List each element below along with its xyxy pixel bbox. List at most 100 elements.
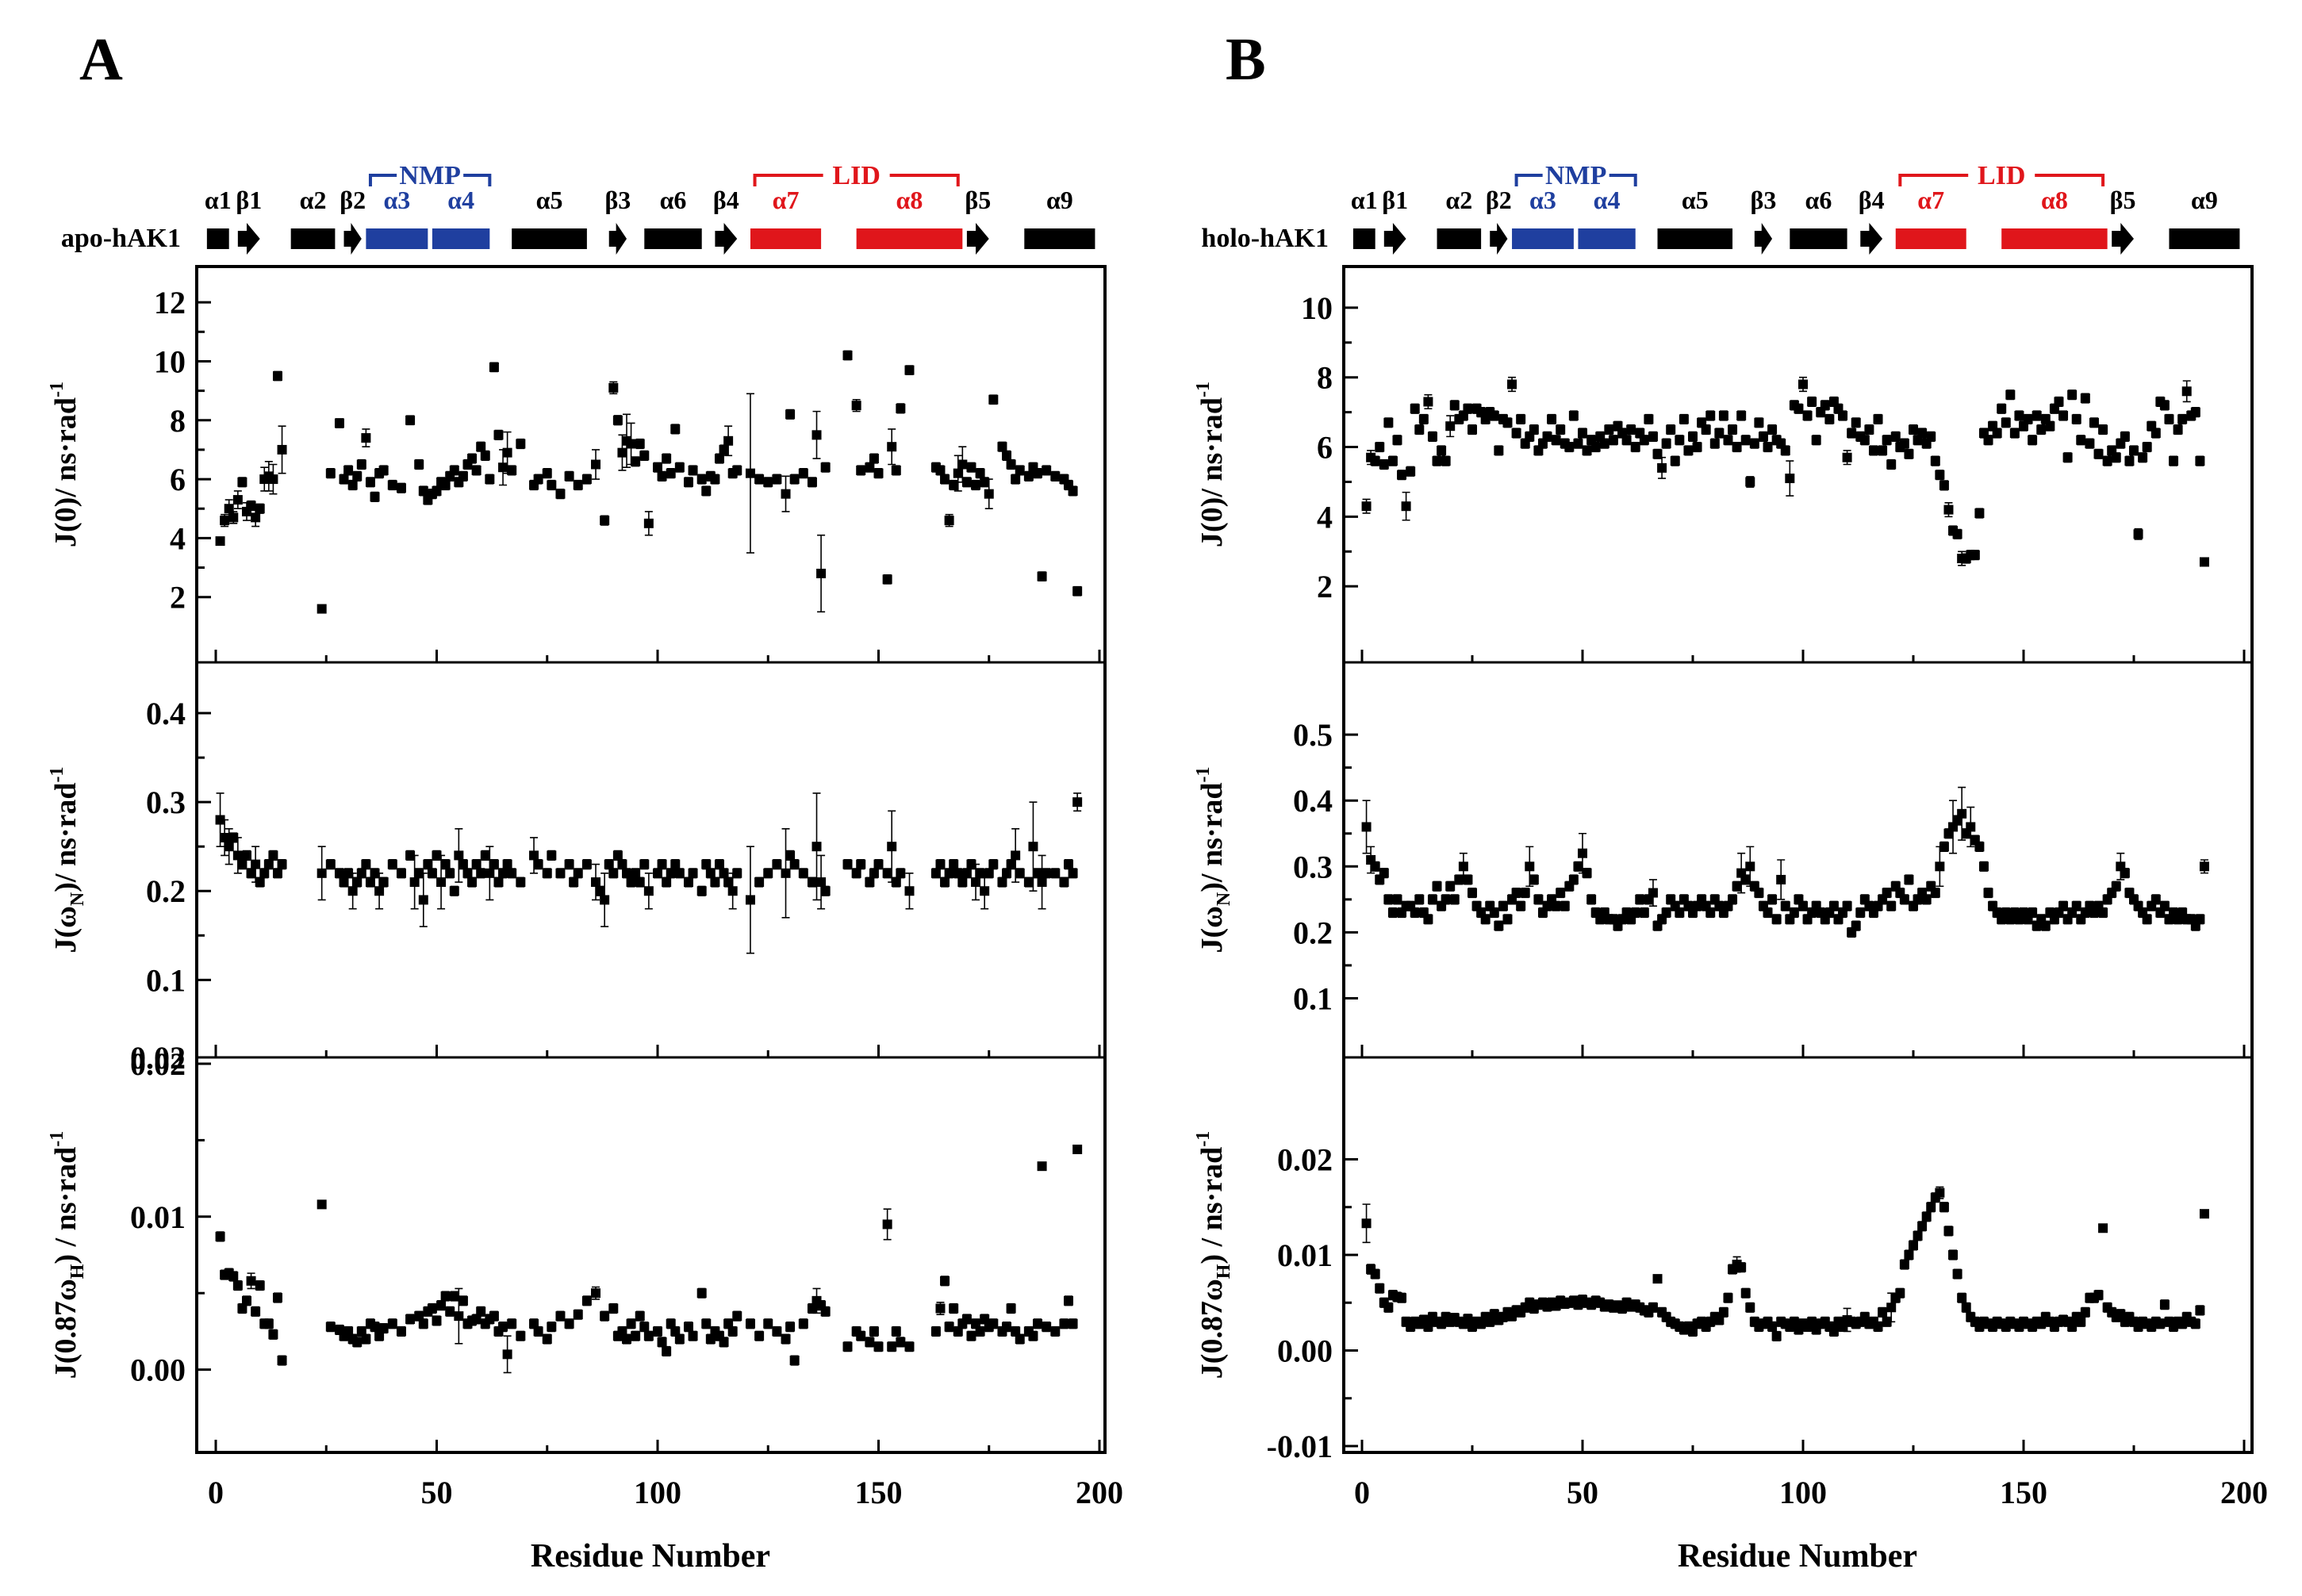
data-point-3 [1375, 1283, 1385, 1294]
data-point-12 [268, 474, 278, 485]
data-point-125 [984, 489, 994, 499]
data-point-106 [1828, 1326, 1839, 1337]
data-point-107 [851, 868, 861, 878]
ss-label-3: β2 [340, 186, 366, 214]
group-label-gap-1 [1968, 171, 2035, 180]
x-tick-label-4: 200 [1076, 1475, 1123, 1510]
data-point-129 [1006, 1303, 1016, 1314]
data-point-0 [1361, 501, 1372, 512]
data-point-143 [1064, 859, 1074, 869]
protein-label-apo: apo-hAK1 [61, 224, 181, 253]
data-point-162 [2076, 1317, 2086, 1327]
data-point-112 [904, 365, 915, 375]
data-point-40 [449, 886, 459, 896]
data-point-8 [251, 1306, 261, 1317]
data-point-9 [1401, 501, 1411, 512]
data-point-42 [1547, 414, 1557, 424]
data-point-158 [2058, 901, 2069, 911]
data-point-29 [396, 1326, 406, 1337]
data-point-168 [2102, 456, 2112, 466]
data-point-81 [670, 859, 681, 869]
data-point-99 [1798, 901, 1808, 911]
data-point-106 [869, 1326, 879, 1337]
data-point-30 [405, 415, 416, 425]
data-point-104 [856, 1331, 866, 1341]
data-point-163 [2080, 393, 2090, 404]
data-point-75 [662, 454, 672, 464]
data-point-45 [471, 859, 482, 869]
data-point-97 [772, 859, 782, 869]
data-point-36 [432, 850, 442, 861]
y-axis-label-tail: ) / ns·rad [1195, 1147, 1229, 1264]
data-point-2 [1370, 861, 1380, 872]
data-point-131 [1939, 1202, 1949, 1212]
data-point-66 [617, 447, 627, 458]
y-tick-label-2: 0.3 [1293, 849, 1333, 884]
data-point-5 [237, 859, 247, 869]
data-point-70 [635, 439, 645, 449]
data-point-131 [1939, 480, 1949, 490]
data-point-49 [1578, 428, 1587, 438]
data-point-72 [643, 518, 654, 528]
data-point-35 [427, 868, 437, 878]
plot-b-jwh: -0.01 0.00 0.01 0.02 J(0.87ωH) / ns·rad-1 [1193, 1131, 2246, 1464]
data-point-140 [1978, 861, 1989, 872]
panel-letter-a: A [79, 26, 123, 93]
data-point-38 [1529, 874, 1539, 884]
data-point-90 [745, 468, 755, 478]
data-point-83 [1728, 894, 1738, 904]
data-point-72 [1679, 414, 1689, 424]
x-tick-label-3: 150 [2000, 1475, 2047, 1510]
data-point-135 [1957, 808, 1967, 819]
data-point-102 [1811, 435, 1821, 445]
data-point-170 [2111, 452, 2121, 462]
data-point-4 [232, 1280, 243, 1291]
data-point-41 [458, 1295, 468, 1306]
helix-bar-4 [366, 228, 428, 249]
data-point-92 [727, 886, 738, 896]
data-point-85 [1736, 1262, 1747, 1272]
data-point-123 [1904, 1250, 1914, 1260]
y-tick-label-1: 4 [170, 520, 186, 556]
data-point-23 [1463, 874, 1473, 884]
x-tick-label-0: 0 [208, 1475, 224, 1510]
data-point-2 [224, 504, 234, 514]
data-point-69 [1666, 424, 1676, 435]
data-point-107 [873, 1341, 884, 1352]
data-point-15 [1427, 894, 1437, 904]
x-tick-label-2: 100 [634, 1475, 681, 1510]
data-point-104 [1820, 400, 1830, 410]
data-point-165 [2089, 417, 2099, 428]
data-point-128 [1002, 1322, 1012, 1332]
ss-label-1: β1 [1382, 186, 1408, 214]
data-point-64 [608, 1303, 619, 1314]
helix-bar-13 [2169, 228, 2240, 249]
data-point-163 [2080, 1307, 2090, 1318]
data-point-160 [2067, 1322, 2078, 1332]
data-point-43 [462, 868, 473, 878]
data-point-118 [1882, 1317, 1892, 1327]
data-point-101 [820, 462, 831, 473]
data-point-62 [591, 459, 601, 470]
y-tick-label-2: 6 [170, 462, 186, 497]
data-point-15 [1427, 432, 1437, 442]
data-point-68 [626, 1318, 636, 1329]
data-point-53 [507, 868, 517, 878]
data-point-17 [334, 868, 344, 878]
data-point-82 [674, 868, 685, 878]
data-point-14 [277, 859, 287, 869]
data-point-27 [1480, 914, 1491, 924]
ss-label-10: α7 [1917, 186, 1944, 214]
data-point-47 [1568, 411, 1579, 421]
data-point-82 [701, 485, 712, 496]
y-tick-label-2: 0.3 [146, 785, 186, 820]
data-point-170 [2111, 881, 2121, 892]
data-point-144 [1068, 868, 1078, 878]
data-point-122 [971, 1318, 981, 1329]
data-point-17 [1437, 445, 1447, 455]
data-point-134 [1033, 468, 1043, 478]
data-point-161 [2071, 901, 2081, 911]
data-point-63 [1639, 435, 1649, 445]
data-point-46 [480, 451, 490, 461]
data-point-143 [1992, 428, 2002, 438]
